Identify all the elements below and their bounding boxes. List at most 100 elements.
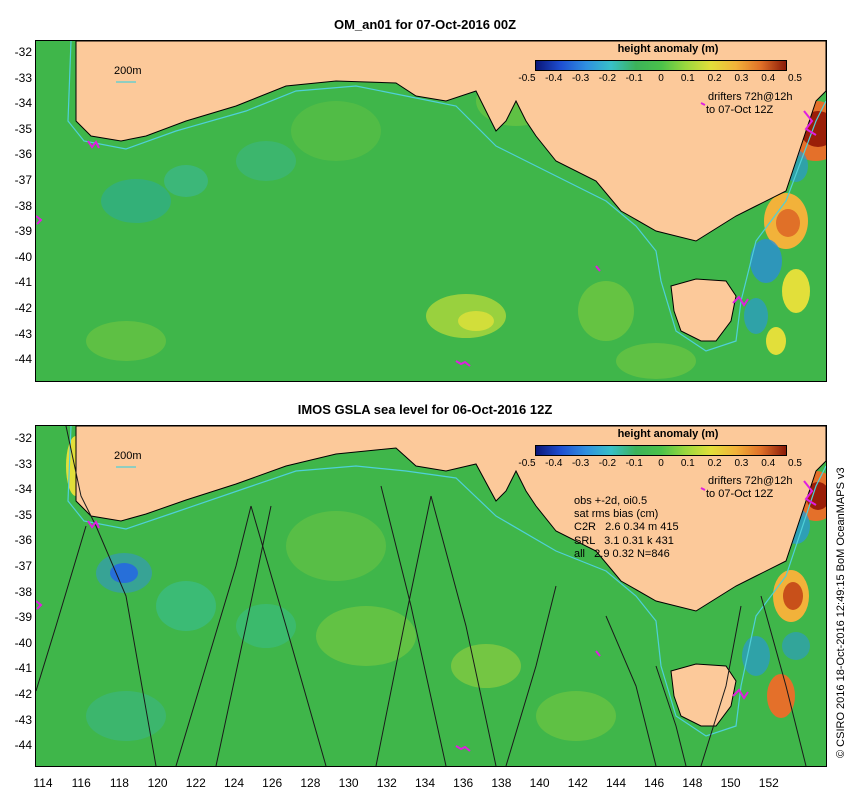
latitude-tick-label: -37 <box>14 559 32 573</box>
top-drifters-note-line2: to 07-Oct 12Z <box>706 104 774 116</box>
colorbar-tick-label: -0.4 <box>545 73 563 84</box>
bottom-drifter-markers <box>36 480 817 752</box>
top-panel-title: OM_an01 for 07-Oct-2016 00Z <box>333 17 517 32</box>
top-drifters-note-line1: drifters 72h@12h <box>708 91 793 103</box>
longitude-tick-label: 114 <box>33 776 53 790</box>
longitude-tick-label: 146 <box>644 776 665 790</box>
colorbar-tick-label: 0.5 <box>788 458 802 469</box>
stats-line: all 2.9 0.32 N=846 <box>574 547 670 560</box>
colorbar-tick-label: -0.3 <box>571 458 590 469</box>
latitude-tick-label: -34 <box>14 482 32 497</box>
longitude-tick-label: 136 <box>453 776 474 790</box>
bottom-colorbar-title: height anomaly (m) <box>617 428 719 440</box>
latitude-tick-label: -41 <box>14 661 32 676</box>
latitude-tick-label: -33 <box>14 456 32 471</box>
top-colorbar-legend: height anomaly (m) -0.5 -0.4 -0.3 -0.2 -0.1 0… <box>498 43 802 102</box>
latitude-tick-label: -37 <box>14 173 32 187</box>
latitude-tick-label: -38 <box>14 584 32 599</box>
copyright-text: © CSIRO 2016 18-Oct-2016 12:49:15 BoM Oc… <box>835 467 847 758</box>
longitude-tick-label: 138 <box>491 776 512 790</box>
latitude-tick-label: -32 <box>14 45 32 59</box>
bottom-map <box>35 425 827 767</box>
colorbar-tick-label: 0.4 <box>761 73 776 84</box>
colorbar-tick-label: -0.2 <box>598 73 617 84</box>
colorbar-tick-label: -0.4 <box>545 458 563 469</box>
top-map-canvas <box>36 41 826 381</box>
longitude-tick-label: 148 <box>682 776 703 790</box>
longitude-tick-label: 140 <box>529 776 550 790</box>
latitude-tick-label: -44 <box>14 352 32 367</box>
latitude-tick-label: -35 <box>14 121 32 136</box>
longitude-tick-label: 130 <box>338 776 359 790</box>
stats-block: obs +-2d, oi0.5 sat rms bias (cm) C2R 2.… <box>574 495 679 561</box>
colorbar-tick-label: -0.1 <box>625 458 643 469</box>
latitude-tick-label: -39 <box>14 610 32 625</box>
longitude-tick-label: 142 <box>567 776 588 790</box>
bottom-land <box>75 426 826 727</box>
colorbar-tick-label: 0 <box>658 458 664 469</box>
top-contour-label: 200m <box>114 65 142 77</box>
colorbar-tick-label: -0.2 <box>598 458 617 469</box>
latitude-tick-label: -38 <box>14 198 32 213</box>
longitude-tick-label: 120 <box>147 776 168 790</box>
latitude-tick-label: -42 <box>14 301 32 315</box>
colorbar-tick-label: 0.1 <box>680 73 695 84</box>
longitude-tick-label: 128 <box>300 776 321 790</box>
colorbar-tick-label: -0.5 <box>518 458 536 469</box>
bottom-map-canvas <box>36 426 826 766</box>
longitude-tick-label: 144 <box>605 776 627 790</box>
colorbar-tick-label: -0.1 <box>625 73 643 84</box>
longitude-tick-label: 150 <box>720 776 741 790</box>
latitude-tick-label: -32 <box>14 431 32 445</box>
top-map <box>35 40 827 382</box>
bottom-colorbar <box>535 445 787 456</box>
latitude-tick-label: -41 <box>14 275 32 290</box>
longitude-tick-label: 126 <box>262 776 283 790</box>
latitude-tick-label: -36 <box>14 533 32 548</box>
latitude-tick-label: -43 <box>14 712 32 727</box>
stats-line: C2R 2.6 0.34 m 415 <box>574 521 679 534</box>
colorbar-tick-label: 0.4 <box>761 458 776 469</box>
latitude-tick-label: -43 <box>14 326 32 341</box>
colorbar-tick-label: 0 <box>658 73 664 84</box>
colorbar-tick-label: -0.3 <box>571 73 590 84</box>
bottom-isobath-200m <box>67 426 826 737</box>
bottom-colorbar-legend: height anomaly (m) -0.5 -0.4 -0.3 -0.2 -0.1 0… <box>498 428 802 487</box>
longitude-tick-label: 124 <box>223 776 245 790</box>
longitude-tick-label: 122 <box>185 776 206 790</box>
longitude-tick-label: 116 <box>71 776 91 790</box>
colorbar-tick-label: 0.2 <box>707 458 722 469</box>
longitude-tick-label: 152 <box>758 776 779 790</box>
stats-line: sat rms bias (cm) <box>574 508 659 521</box>
latitude-tick-label: -36 <box>14 147 32 162</box>
latitude-tick-label: -40 <box>14 249 32 264</box>
top-isobath-200m <box>67 41 826 352</box>
latitude-tick-label: -44 <box>14 738 32 753</box>
stats-line: obs +-2d, oi0.5 <box>574 495 648 507</box>
bottom-drifters-note-line2: to 07-Oct 12Z <box>706 488 774 500</box>
bottom-contour-label: 200m <box>114 450 142 462</box>
colorbar-tick-label: 0.1 <box>680 458 695 469</box>
top-drifter-markers <box>36 102 817 367</box>
bottom-drifters-note-line1: drifters 72h@12h <box>708 475 793 487</box>
longitude-tick-label: 132 <box>376 776 397 790</box>
longitude-tick-label: 134 <box>414 776 436 790</box>
latitude-tick-label: -39 <box>14 224 32 239</box>
satellite-tracks <box>36 426 807 766</box>
latitude-tick-label: -35 <box>14 507 32 522</box>
latitude-tick-label: -33 <box>14 70 32 85</box>
colorbar-tick-label: 0.5 <box>788 73 802 84</box>
stats-line: SRL 3.1 0.31 k 431 <box>574 534 674 547</box>
latitude-tick-label: -34 <box>14 96 32 111</box>
latitude-tick-label: -40 <box>14 635 32 650</box>
top-colorbar <box>535 60 787 71</box>
colorbar-tick-label: 0.2 <box>707 73 722 84</box>
longitude-tick-label: 118 <box>109 776 129 790</box>
colorbar-tick-label: 0.3 <box>734 458 749 469</box>
latitude-tick-label: -42 <box>14 687 32 701</box>
bottom-panel-title: IMOS GSLA sea level for 06-Oct-2016 12Z <box>297 402 553 417</box>
colorbar-tick-label: -0.5 <box>518 73 536 84</box>
colorbar-tick-label: 0.3 <box>734 73 749 84</box>
top-land <box>75 41 826 342</box>
top-colorbar-title: height anomaly (m) <box>617 43 719 55</box>
